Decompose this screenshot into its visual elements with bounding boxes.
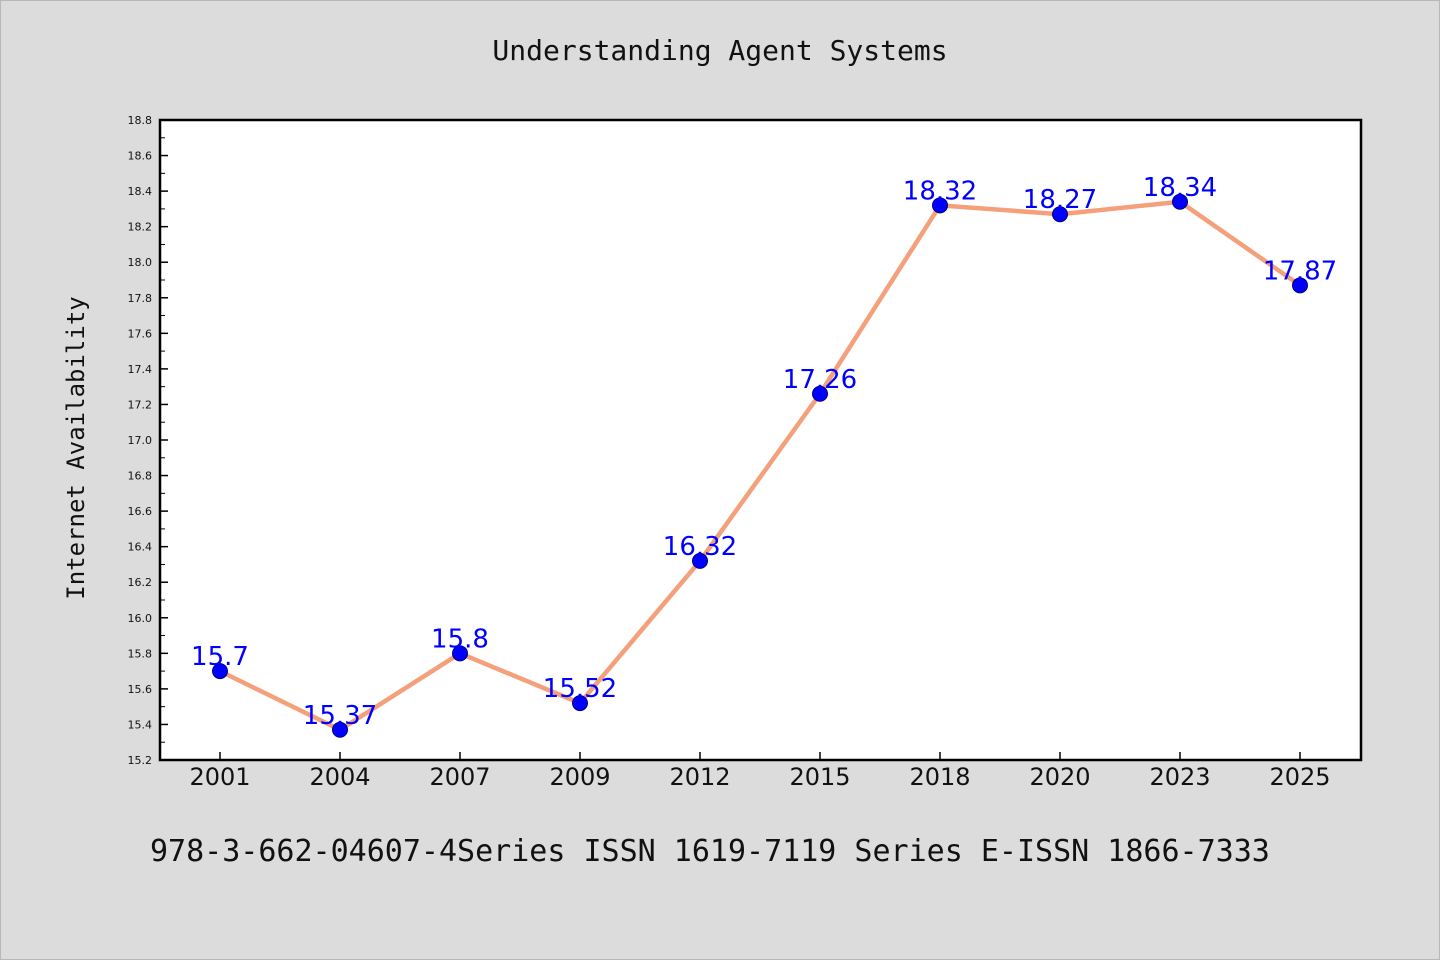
x-tick-label: 2025 [1269, 763, 1330, 791]
data-point [812, 385, 828, 402]
y-tick-label: 17.2 [128, 398, 153, 411]
data-label: 17.87 [1263, 256, 1337, 286]
y-tick-label: 15.8 [128, 647, 153, 660]
y-tick-label: 15.6 [128, 683, 153, 696]
y-tick-label: 17.8 [128, 292, 153, 305]
data-point [1172, 193, 1188, 210]
y-tick-label: 17.6 [128, 327, 153, 340]
data-label: 15.37 [303, 701, 377, 731]
x-tick-label: 2009 [549, 763, 610, 791]
footer-text: 978-3-662-04607-4Series ISSN 1619-7119 S… [150, 834, 1270, 869]
plot-frame [158, 118, 1363, 762]
data-point [932, 197, 948, 214]
y-tick-label: 18.6 [128, 150, 153, 163]
data-point [1052, 206, 1068, 223]
data-point [452, 645, 468, 662]
data-label: 17.26 [783, 365, 857, 395]
data-label: 15.8 [431, 624, 489, 654]
data-label: 15.52 [543, 674, 617, 704]
data-label: 16.32 [663, 532, 737, 562]
x-tick-label: 2020 [1029, 763, 1090, 791]
y-tick-label: 17.0 [128, 434, 153, 447]
data-point [572, 695, 588, 712]
y-tick-label: 16.4 [128, 541, 153, 554]
data-label: 18.34 [1143, 173, 1217, 203]
series-line [217, 199, 1303, 733]
y-tick-label: 16.0 [128, 612, 153, 625]
y-tick-label: 16.2 [128, 576, 153, 589]
data-point [332, 721, 348, 738]
x-tick-label: 2012 [669, 763, 730, 791]
y-tick-label: 18.2 [128, 221, 153, 234]
y-tick-label: 16.6 [128, 505, 153, 518]
x-tick-label: 2015 [789, 763, 850, 791]
x-tick-label: 2007 [429, 763, 490, 791]
data-label: 15.7 [191, 642, 249, 672]
data-point [212, 663, 228, 680]
data-point [1292, 277, 1308, 294]
x-tick-label: 2023 [1149, 763, 1210, 791]
data-point [692, 552, 708, 569]
x-tick-label: 2004 [309, 763, 370, 791]
data-label: 18.32 [903, 176, 977, 206]
x-tick-label: 2001 [189, 763, 250, 791]
y-tick-label: 16.8 [128, 470, 153, 483]
y-axis-label: Internet Availability [62, 296, 90, 599]
y-tick-label: 18.8 [128, 114, 153, 127]
chart-title: Understanding Agent Systems [492, 34, 948, 67]
plot-area [160, 120, 1361, 760]
y-tick-label: 18.4 [128, 185, 153, 198]
y-tick-label: 15.2 [128, 754, 153, 767]
data-label: 18.27 [1023, 185, 1097, 215]
x-tick-label: 2018 [909, 763, 970, 791]
y-tick-label: 15.4 [128, 718, 153, 731]
y-tick-label: 18.0 [128, 256, 153, 269]
y-tick-label: 17.4 [128, 363, 153, 376]
